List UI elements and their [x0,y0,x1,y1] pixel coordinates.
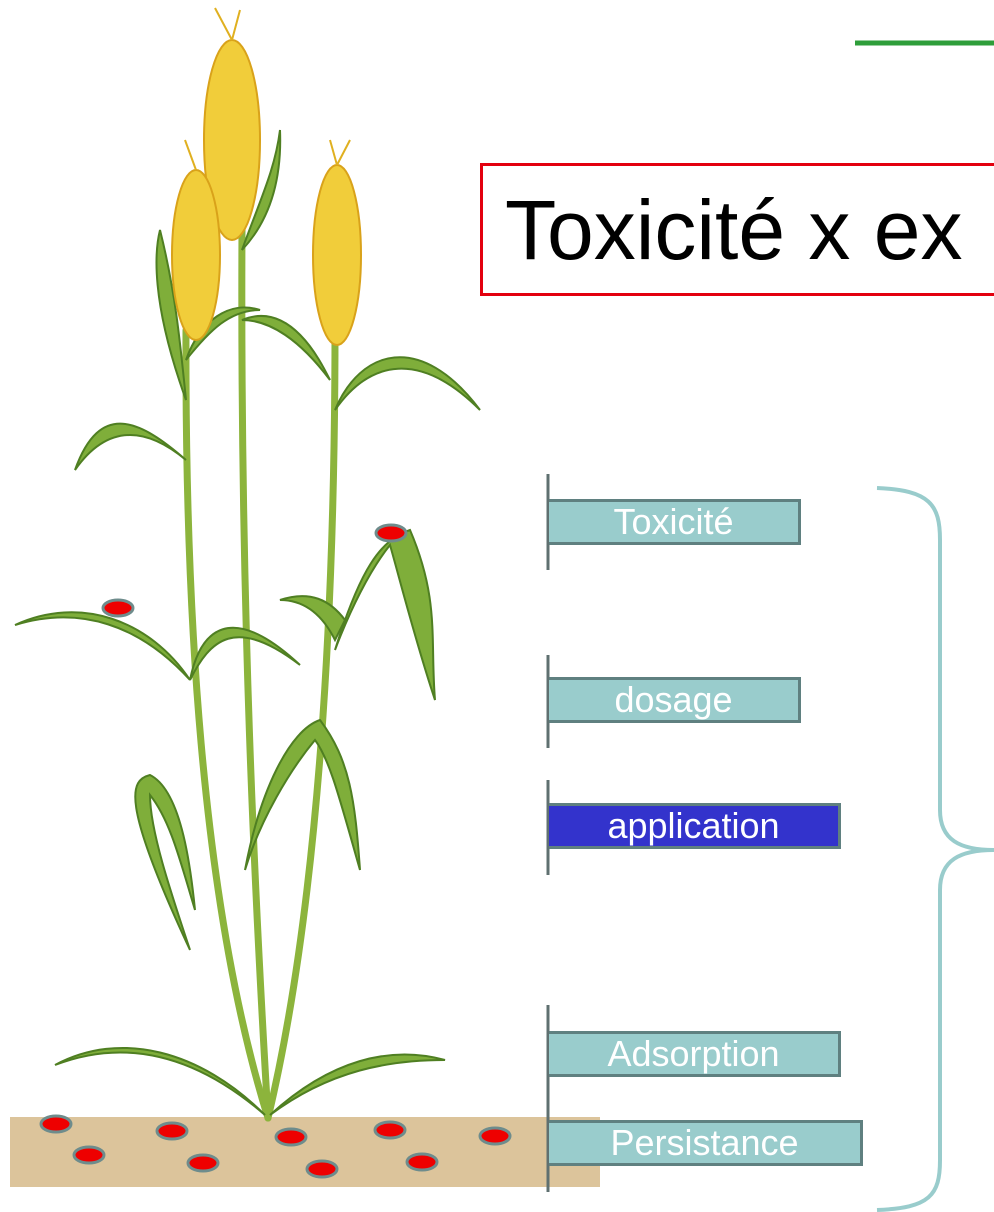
slide: Toxicité x ex Toxicité dosage applicatio… [0,0,994,1212]
brace [877,488,994,1210]
title-box: Toxicité x ex [480,163,994,296]
label-tag: Persistance [549,1120,863,1166]
label-tag: Adsorption [549,1031,841,1077]
stems [186,230,335,1118]
label-tag-active: application [549,803,841,849]
label-tag: dosage [549,677,801,723]
label-tag: Toxicité [549,499,801,545]
title: Toxicité x ex [505,182,963,279]
